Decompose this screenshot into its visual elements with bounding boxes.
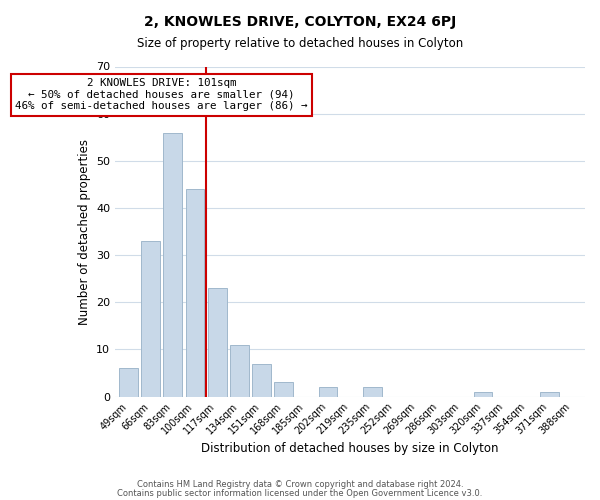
Text: Size of property relative to detached houses in Colyton: Size of property relative to detached ho… — [137, 38, 463, 51]
Bar — [119, 368, 138, 396]
Bar — [141, 241, 160, 396]
Text: Contains public sector information licensed under the Open Government Licence v3: Contains public sector information licen… — [118, 488, 482, 498]
Bar — [473, 392, 493, 396]
Bar — [185, 189, 205, 396]
Bar — [540, 392, 559, 396]
Y-axis label: Number of detached properties: Number of detached properties — [77, 138, 91, 324]
X-axis label: Distribution of detached houses by size in Colyton: Distribution of detached houses by size … — [202, 442, 499, 455]
Bar — [230, 344, 249, 397]
Bar — [363, 387, 382, 396]
Text: Contains HM Land Registry data © Crown copyright and database right 2024.: Contains HM Land Registry data © Crown c… — [137, 480, 463, 489]
Text: 2, KNOWLES DRIVE, COLYTON, EX24 6PJ: 2, KNOWLES DRIVE, COLYTON, EX24 6PJ — [144, 15, 456, 29]
Bar — [208, 288, 227, 397]
Bar — [319, 387, 337, 396]
Text: 2 KNOWLES DRIVE: 101sqm
← 50% of detached houses are smaller (94)
46% of semi-de: 2 KNOWLES DRIVE: 101sqm ← 50% of detache… — [16, 78, 308, 112]
Bar — [163, 132, 182, 396]
Bar — [252, 364, 271, 396]
Bar — [274, 382, 293, 396]
